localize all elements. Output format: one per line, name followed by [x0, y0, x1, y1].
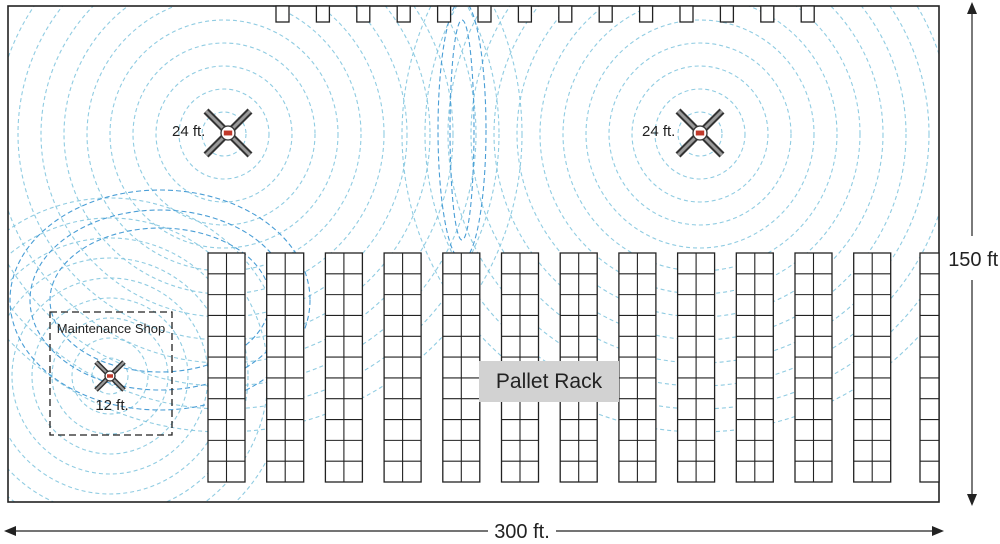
pallet-rack-label: Pallet Rack — [496, 370, 603, 393]
airflow-ring-shop-2 — [71, 337, 149, 415]
height-dimension: 150 ft. — [948, 2, 1000, 506]
arrow-down-icon — [967, 494, 977, 506]
airflow-arc-shop-2 — [29, 209, 291, 391]
pallet-rack-10 — [735, 252, 774, 483]
airflow-ring-left-7 — [63, 6, 385, 295]
dock-doors — [275, 5, 815, 23]
dock-door-11 — [679, 5, 694, 23]
fan-right-size-label: 24 ft. — [642, 123, 675, 140]
airflow-ring-left-1 — [201, 111, 247, 157]
airflow-ring-left-4 — [132, 42, 316, 226]
fans — [94, 108, 725, 392]
airflow-ring-right-1 — [677, 111, 723, 157]
pallet-rack-5 — [442, 252, 481, 483]
maintenance-shop-outline — [49, 311, 173, 436]
airflow-ring-right-4 — [608, 42, 792, 226]
airflow-arc-center-1 — [437, 6, 487, 261]
fan-shop-size-label: 12 ft. — [95, 397, 128, 414]
airflow-ring-right-5 — [585, 19, 815, 249]
pallet-rack-11 — [794, 252, 833, 483]
arrow-up-icon — [967, 2, 977, 14]
airflow-ring-left-5 — [109, 19, 339, 249]
dock-door-12 — [719, 5, 735, 23]
fan-icon-2 — [675, 108, 725, 158]
dock-door-2 — [315, 5, 331, 23]
pallet-rack-9 — [676, 252, 716, 483]
pallet-rack-2 — [266, 252, 305, 483]
arrow-right-icon — [932, 526, 944, 536]
dock-door-10 — [638, 5, 654, 23]
pallet-rack-label-bg — [479, 361, 619, 402]
airflow-ring-left-3 — [155, 65, 293, 203]
airflow-ring-shop-3 — [51, 317, 169, 435]
airflow-ring-right-6 — [562, 6, 838, 272]
width-label: 300 ft. — [494, 521, 550, 543]
airflow-ring-left-6 — [86, 6, 362, 272]
dock-door-9 — [598, 5, 613, 23]
airflow-ring-left-12 — [8, 6, 500, 410]
airflow-ring-shop-4 — [31, 297, 189, 455]
maintenance-shop-label: Maintenance Shop — [57, 321, 165, 336]
pallet-rack-3 — [324, 252, 364, 483]
dock-door-13 — [760, 5, 775, 23]
airflow-arc-shop-1 — [9, 189, 311, 411]
airflow-ring-left-13 — [8, 6, 523, 433]
airflow-arc-center-2 — [449, 19, 475, 241]
airflow-ring-shop-1 — [91, 357, 129, 395]
pallet-rack-4 — [383, 252, 422, 483]
airflow-ring-right-3 — [631, 65, 769, 203]
dock-door-8 — [558, 5, 573, 23]
dock-door-5 — [436, 5, 452, 23]
airflow-ring-right-7 — [539, 6, 861, 295]
pallet-rack-1 — [207, 252, 246, 483]
arrow-left-icon — [4, 526, 16, 536]
dock-door-6 — [477, 5, 492, 23]
airflow-ring-right-2 — [654, 88, 746, 180]
dock-door-7 — [517, 5, 533, 23]
airflow-ring-right-12 — [424, 6, 939, 410]
airflow-ring-left-2 — [178, 88, 270, 180]
airflow-ring-shop-7 — [8, 237, 249, 502]
dock-door-3 — [356, 5, 371, 23]
pallet-rack-8 — [618, 252, 657, 483]
fan-icon-1 — [203, 108, 253, 158]
dock-door-14 — [800, 5, 815, 23]
dock-door-1 — [275, 5, 290, 23]
fan-left-size-label: 24 ft. — [172, 123, 205, 140]
dock-door-4 — [396, 5, 411, 23]
pallet-rack-12 — [853, 252, 892, 483]
fan-icon-3 — [94, 360, 126, 392]
height-label: 150 ft. — [948, 249, 1000, 271]
pallet-rack-13 — [919, 252, 940, 483]
width-dimension: 300 ft. — [4, 521, 944, 543]
